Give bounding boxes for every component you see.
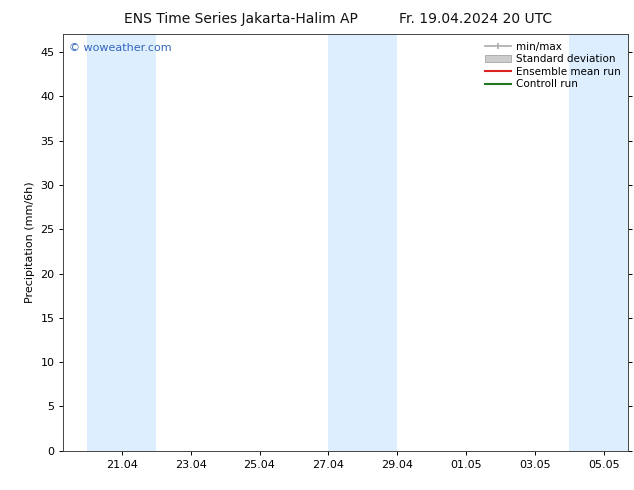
Text: ENS Time Series Jakarta-Halim AP: ENS Time Series Jakarta-Halim AP — [124, 12, 358, 26]
Bar — [87, 34, 157, 451]
Bar — [569, 34, 634, 451]
Y-axis label: Precipitation (mm/6h): Precipitation (mm/6h) — [25, 182, 35, 303]
Legend: min/max, Standard deviation, Ensemble mean run, Controll run: min/max, Standard deviation, Ensemble me… — [483, 40, 623, 92]
Text: Fr. 19.04.2024 20 UTC: Fr. 19.04.2024 20 UTC — [399, 12, 552, 26]
Bar — [328, 34, 397, 451]
Text: © woweather.com: © woweather.com — [69, 43, 172, 52]
